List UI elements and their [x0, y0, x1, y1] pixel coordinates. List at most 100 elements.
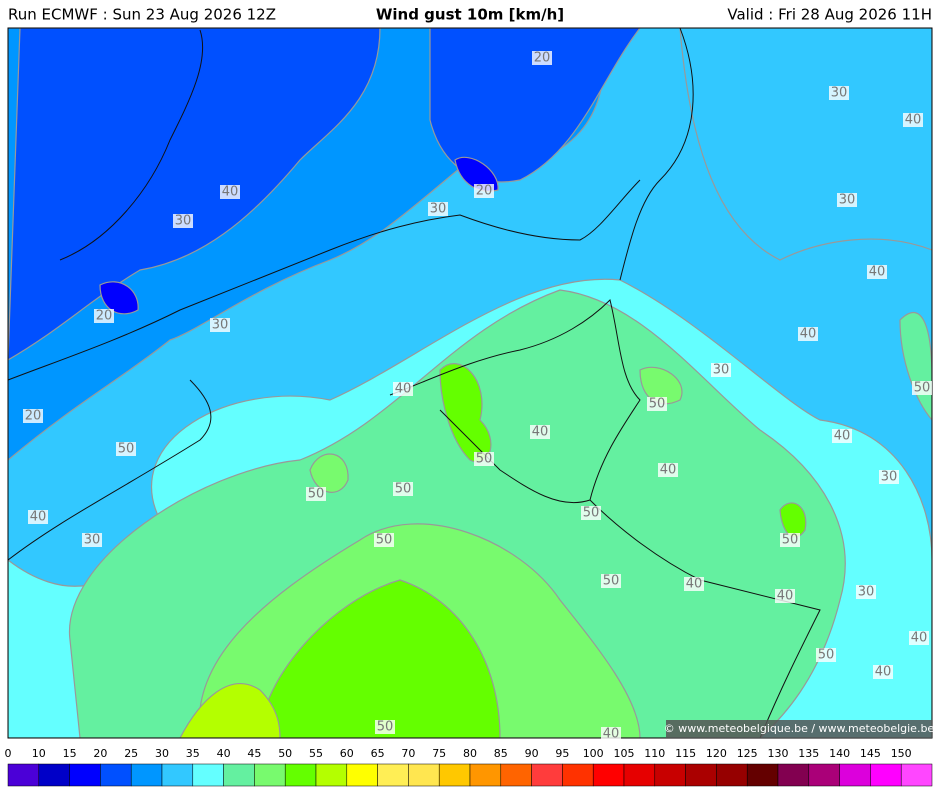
color-swatch: [130, 763, 163, 787]
contour-label-bg: [474, 184, 494, 198]
contour-label: 40: [222, 185, 239, 200]
contour-label-bg: [798, 327, 818, 341]
contour-label-bg: [873, 665, 893, 679]
contour-label-bg: [912, 381, 932, 395]
contour-label-bg: [879, 470, 899, 484]
colorbar-label: 35: [186, 747, 200, 760]
colorbar-label: 25: [124, 747, 138, 760]
colorbar-label: 145: [860, 747, 881, 760]
contour-label: 30: [713, 363, 730, 378]
contour-label-bg: [711, 363, 731, 377]
contour-label: 50: [377, 720, 394, 735]
contour-label-bg: [220, 185, 240, 199]
contour-label: 50: [649, 397, 666, 412]
contour-label-bg: [867, 265, 887, 279]
color-swatch: [839, 763, 871, 787]
colorbar-label: 0: [5, 747, 12, 760]
contour-label: 40: [395, 382, 412, 397]
colorbar-label: 70: [401, 747, 415, 760]
contour-label: 50: [118, 442, 135, 457]
color-swatch: [500, 763, 532, 787]
color-swatch: [623, 763, 656, 787]
contour-label-bg: [374, 533, 394, 547]
color-swatch: [161, 763, 194, 787]
contour-label: 50: [308, 487, 325, 502]
color-swatch: [685, 763, 717, 787]
contour-label-bg: [173, 214, 193, 228]
contour-label-bg: [375, 720, 395, 734]
map-title: Wind gust 10m [km/h]: [376, 6, 564, 24]
contour-label-bg: [306, 487, 326, 501]
contour-label: 50: [603, 574, 620, 589]
color-swatch: [808, 763, 840, 787]
contour-label: 40: [834, 429, 851, 444]
color-swatch: [654, 763, 686, 787]
contour-label-bg: [581, 506, 601, 520]
contour-label-bg: [28, 510, 48, 524]
contour-label: 40: [911, 631, 928, 646]
contour-label: 30: [430, 202, 447, 217]
colorbar-label: 90: [525, 747, 539, 760]
contour-label: 50: [914, 381, 931, 396]
colorbar-label: 75: [432, 747, 446, 760]
contour-label: 20: [25, 409, 42, 424]
color-swatch: [100, 763, 132, 787]
contour-label: 40: [869, 265, 886, 280]
colorbar-label: 140: [829, 747, 850, 760]
copyright: © www.meteobelgique.be / www.meteobelgie…: [664, 722, 935, 735]
colorbar-label: 110: [644, 747, 665, 760]
colorbar-label: 45: [247, 747, 261, 760]
contour-label: 40: [777, 589, 794, 604]
colorbar-label: 20: [93, 747, 107, 760]
color-swatch: [346, 763, 378, 787]
color-swatch: [7, 763, 40, 787]
contour-label: 40: [686, 577, 703, 592]
contour-label-bg: [816, 648, 836, 662]
map-field: [8, 28, 932, 738]
color-swatch: [192, 763, 224, 787]
colorbar: 0 10 15 20 25 30 35 40 45 50 55 60 65 70 75 80 85 90 95 100…: [5, 747, 933, 787]
contour-label: 40: [660, 463, 677, 478]
contour-label: 20: [534, 51, 551, 66]
contour-label: 30: [858, 585, 875, 600]
colorbar-label: 80: [463, 747, 477, 760]
contour-label-bg: [775, 589, 795, 603]
contour-label-bg: [780, 533, 800, 547]
run-info: Run ECMWF : Sun 23 Aug 2026 12Z: [8, 6, 276, 24]
contour-label: 40: [30, 510, 47, 525]
contour-label: 40: [875, 665, 892, 680]
colorbar-label: 60: [340, 747, 354, 760]
colorbar-label: 55: [309, 747, 323, 760]
contour-label: 50: [782, 533, 799, 548]
contour-label: 30: [175, 214, 192, 229]
color-swatch: [469, 763, 502, 787]
color-swatch: [254, 763, 286, 787]
contour-label: 40: [905, 113, 922, 128]
contour-label-bg: [94, 309, 114, 323]
contour-label: 30: [839, 193, 856, 208]
contour-label-bg: [909, 631, 929, 645]
contour-label: 50: [583, 506, 600, 521]
color-swatch: [592, 763, 625, 787]
colorbar-label: 125: [737, 747, 758, 760]
colorbar-label: 95: [555, 747, 569, 760]
contour-label-bg: [82, 533, 102, 547]
colorbar-label: 10: [32, 747, 46, 760]
color-swatch: [562, 763, 594, 787]
colorbar-label: 85: [494, 747, 508, 760]
contour-label: 40: [603, 727, 620, 742]
contour-label-bg: [601, 574, 621, 588]
color-swatch: [870, 763, 902, 787]
contour-label: 30: [831, 86, 848, 101]
contour-label: 50: [376, 533, 393, 548]
contour-label-bg: [684, 577, 704, 591]
contour-label-bg: [647, 397, 667, 411]
colorbar-label: 50: [278, 747, 292, 760]
color-swatch: [377, 763, 409, 787]
contour-label-bg: [428, 202, 448, 216]
colorbar-label: 130: [768, 747, 789, 760]
color-swatch: [408, 763, 440, 787]
colorbar-label: 15: [63, 747, 77, 760]
